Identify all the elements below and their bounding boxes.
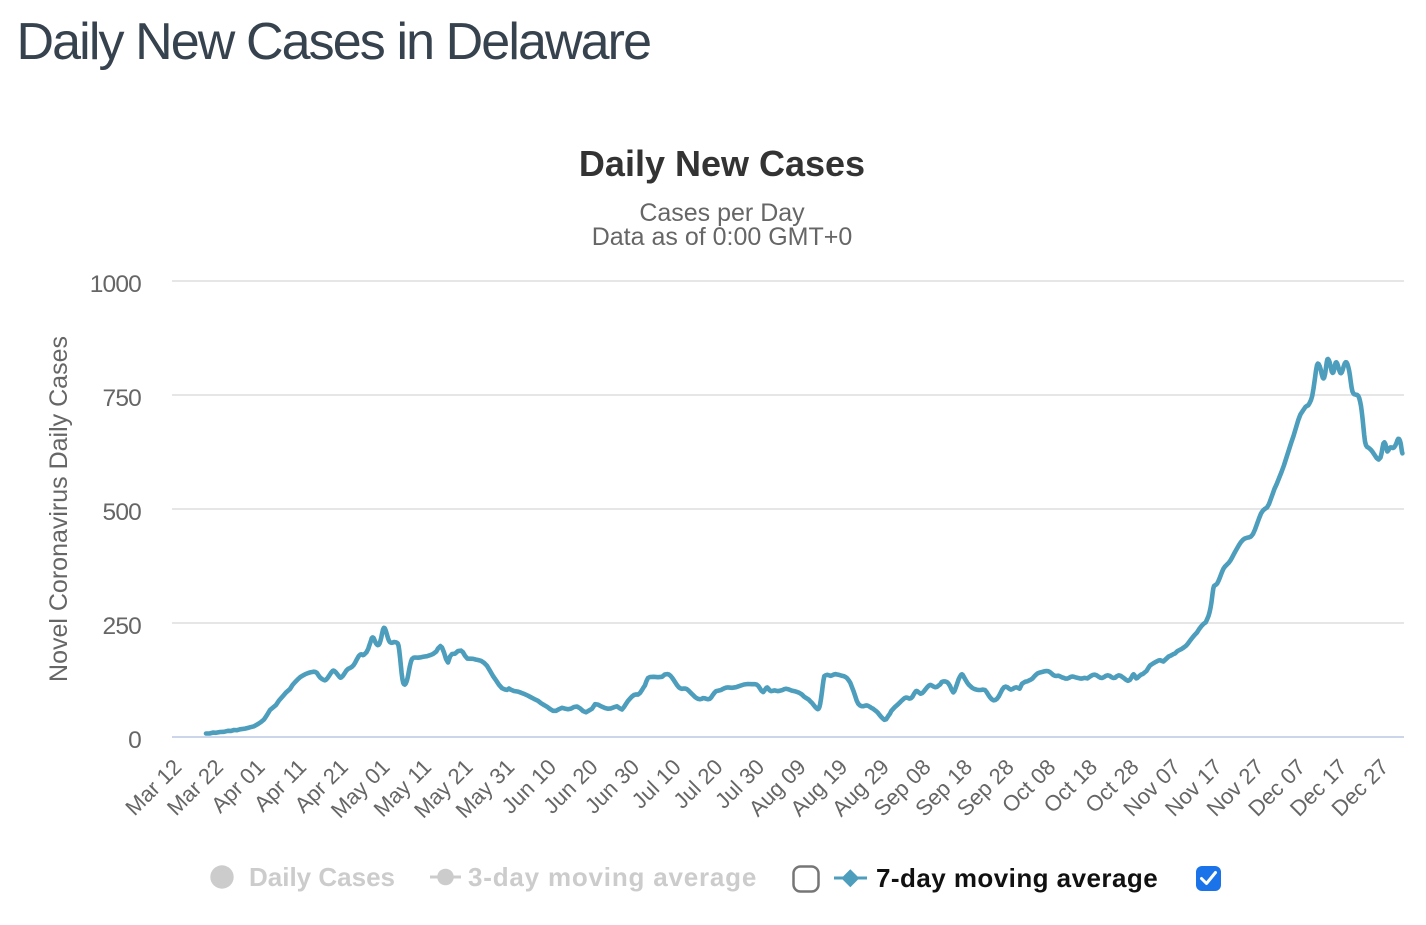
svg-text:7-day moving average: 7-day moving average [876, 863, 1158, 893]
svg-text:Cases per Day: Cases per Day [639, 199, 805, 227]
svg-text:Daily Cases: Daily Cases [249, 862, 395, 892]
svg-text:1000: 1000 [90, 271, 141, 298]
svg-text:Daily New Cases in Delaware: Daily New Cases in Delaware [17, 13, 651, 71]
svg-text:Data as of 0:00 GMT+0: Data as of 0:00 GMT+0 [592, 223, 853, 251]
svg-text:Novel Coronavirus Daily Cases: Novel Coronavirus Daily Cases [45, 336, 73, 682]
svg-text:0: 0 [128, 727, 141, 754]
svg-text:250: 250 [103, 613, 142, 640]
svg-text:3-day moving average: 3-day moving average [468, 862, 757, 892]
svg-text:500: 500 [103, 499, 142, 526]
svg-text:Daily New Cases: Daily New Cases [579, 143, 865, 184]
svg-text:750: 750 [103, 385, 142, 412]
